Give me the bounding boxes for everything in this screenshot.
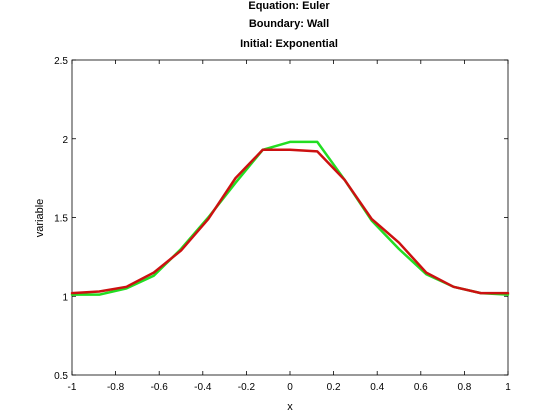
- y-axis-label: variable: [34, 199, 46, 238]
- x-tick-label: 0.2: [327, 382, 341, 393]
- chart-title-line-3: Initial: Exponential: [240, 38, 338, 50]
- chart-title-line-1: Equation: Euler: [248, 0, 330, 12]
- x-tick-label: 0.6: [414, 382, 428, 393]
- y-tick-label: 0.5: [54, 371, 68, 382]
- y-tick-label: 1.5: [54, 214, 68, 225]
- x-tick-label: -1: [68, 382, 77, 393]
- y-tick-label: 1: [62, 292, 68, 303]
- x-tick-label: -0.4: [194, 382, 212, 393]
- series-layer: [70, 140, 510, 296]
- axis-ticks: -1 -0.8 -0.6 -0.4 -0.2 0 0.2 0.4 0.6 0.8 1 0.5 1 1.5 2…: [54, 56, 511, 393]
- x-tick-label: 0.4: [370, 382, 384, 393]
- x-tick-label: 1: [505, 382, 511, 393]
- x-tick-label: -0.6: [151, 382, 169, 393]
- x-tick-label: -0.8: [107, 382, 125, 393]
- chart-title-line-2: Boundary: Wall: [249, 18, 329, 30]
- series-line-2: [70, 148, 510, 295]
- x-axis-label: x: [287, 401, 293, 413]
- y-tick-label: 2.5: [54, 56, 68, 67]
- x-tick-label: 0.8: [457, 382, 471, 393]
- x-tick-label: -0.2: [238, 382, 256, 393]
- y-tick-label: 2: [62, 135, 68, 146]
- x-tick-label: 0: [287, 382, 293, 393]
